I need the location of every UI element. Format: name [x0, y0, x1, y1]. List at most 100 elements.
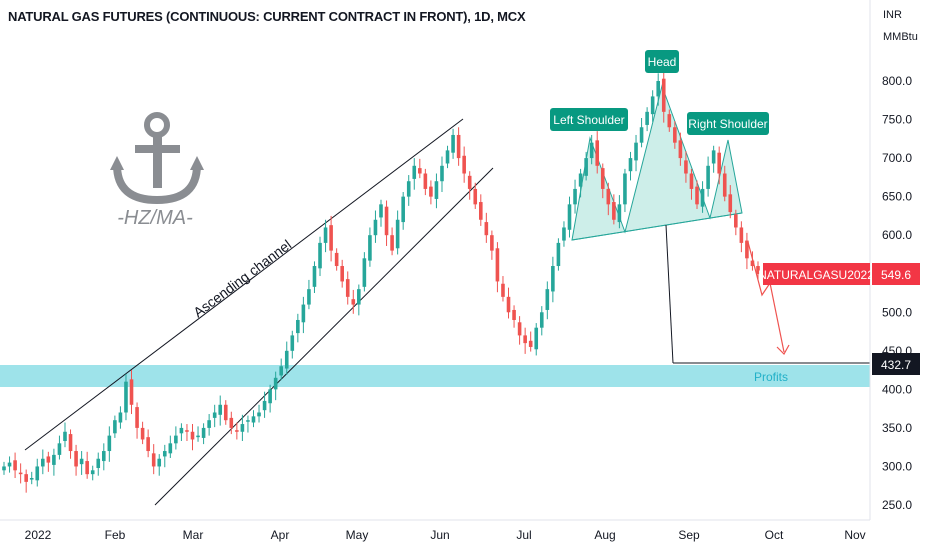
candle-body [667, 114, 672, 128]
candle-body [90, 470, 95, 475]
candle-body [412, 165, 417, 179]
candle-body [401, 196, 405, 223]
candle-body [689, 173, 694, 189]
candle-body [661, 78, 666, 112]
badge-right-shoulder-text: Right Shoulder [688, 117, 767, 131]
y-tick-label: 650.0 [882, 190, 912, 204]
candle-body [745, 240, 749, 259]
candle-body [107, 435, 112, 452]
price-axis[interactable]: 250.0300.0350.0400.0450.0500.0550.0600.0… [882, 74, 912, 512]
candle-body [379, 204, 383, 218]
candle-body [357, 289, 361, 305]
currency-label: INR [883, 9, 902, 21]
candle-body [639, 127, 644, 143]
candle-body [700, 188, 705, 207]
candle-body [584, 158, 588, 176]
candle-body [534, 327, 539, 350]
candle-body [235, 430, 239, 432]
chart-title: NATURAL GAS FUTURES (CONTINUOUS: CURRENT… [8, 9, 526, 24]
candle-body [717, 152, 721, 174]
candle-body [750, 260, 755, 267]
y-tick-label: 700.0 [882, 151, 912, 165]
candle-body [312, 266, 317, 287]
candle-body [151, 453, 156, 467]
y-tick-label: 350.0 [882, 421, 912, 435]
y-tick-label: 250.0 [882, 498, 912, 512]
candles-group [2, 69, 760, 493]
y-tick-label: 600.0 [882, 228, 912, 242]
candle-body [29, 478, 34, 480]
candle-body [162, 451, 167, 457]
candle-body [307, 289, 311, 305]
time-axis[interactable]: 2022 Feb Mar Apr May Jun Jul Aug Sep Oct Nov [25, 528, 866, 542]
candle-body [2, 466, 6, 471]
candle-body [229, 417, 234, 428]
candle-body [445, 150, 450, 164]
channel-lower-line[interactable] [154, 167, 494, 506]
x-tick-label: Aug [594, 528, 615, 542]
candle-body [634, 142, 638, 161]
symbol-label: NATURALGASU2022 [758, 268, 874, 282]
candle-body [645, 111, 649, 125]
channel-label: Ascending channel [190, 236, 294, 320]
candle-body [201, 427, 206, 438]
candle-body [35, 466, 40, 481]
candle-body [451, 134, 455, 153]
candle-body [595, 140, 600, 166]
last-price-value: 549.6 [881, 268, 911, 282]
candle-body [329, 225, 333, 251]
candle-body [728, 194, 733, 213]
candle-body [240, 424, 245, 432]
candle-body [85, 461, 89, 475]
candle-body [578, 173, 583, 187]
candle-body [623, 173, 627, 205]
anchor-icon [110, 112, 204, 205]
candle-body [434, 181, 439, 199]
candle-body [318, 242, 322, 269]
candle-body [74, 451, 78, 467]
candle-body [124, 381, 128, 413]
candle-body [362, 258, 367, 287]
candle-body [506, 296, 511, 313]
candle-body [473, 188, 478, 205]
candle-body [340, 266, 344, 282]
candle-body [628, 158, 633, 172]
candle-body [567, 204, 572, 230]
candle-body [684, 160, 688, 174]
x-tick-label: Oct [765, 528, 784, 542]
badge-right-shoulder: Right Shoulder [687, 112, 769, 135]
projection-arrowhead [776, 344, 790, 355]
watermark-text: -HZ/MA- [117, 207, 193, 229]
candle-body [7, 462, 12, 467]
badge-head: Head [645, 50, 679, 73]
x-tick-label: Jul [516, 528, 531, 542]
candle-body [345, 279, 350, 297]
profits-label: Profits [754, 370, 788, 384]
candle-body [517, 322, 522, 336]
candle-body [46, 456, 51, 463]
candle-body [96, 458, 101, 468]
candle-body [501, 283, 505, 297]
candle-body [650, 96, 655, 115]
candle-body [695, 186, 699, 205]
candle-body [478, 202, 483, 220]
candle-body [273, 377, 278, 390]
candle-body [678, 140, 683, 159]
candle-body [190, 431, 195, 440]
candle-body [262, 400, 267, 411]
candle-body [739, 227, 744, 243]
candle-body [24, 474, 28, 482]
candle-body [52, 454, 56, 465]
channel-upper-line[interactable] [24, 118, 464, 451]
candle-body [722, 173, 727, 197]
candle-body [545, 289, 550, 310]
neckline [571, 212, 743, 241]
candle-body [79, 458, 84, 465]
candle-body [68, 434, 73, 452]
candle-body [334, 252, 339, 267]
candle-body [711, 150, 716, 164]
candle-body [140, 427, 145, 440]
candle-body [612, 202, 616, 220]
candle-body [467, 175, 472, 189]
